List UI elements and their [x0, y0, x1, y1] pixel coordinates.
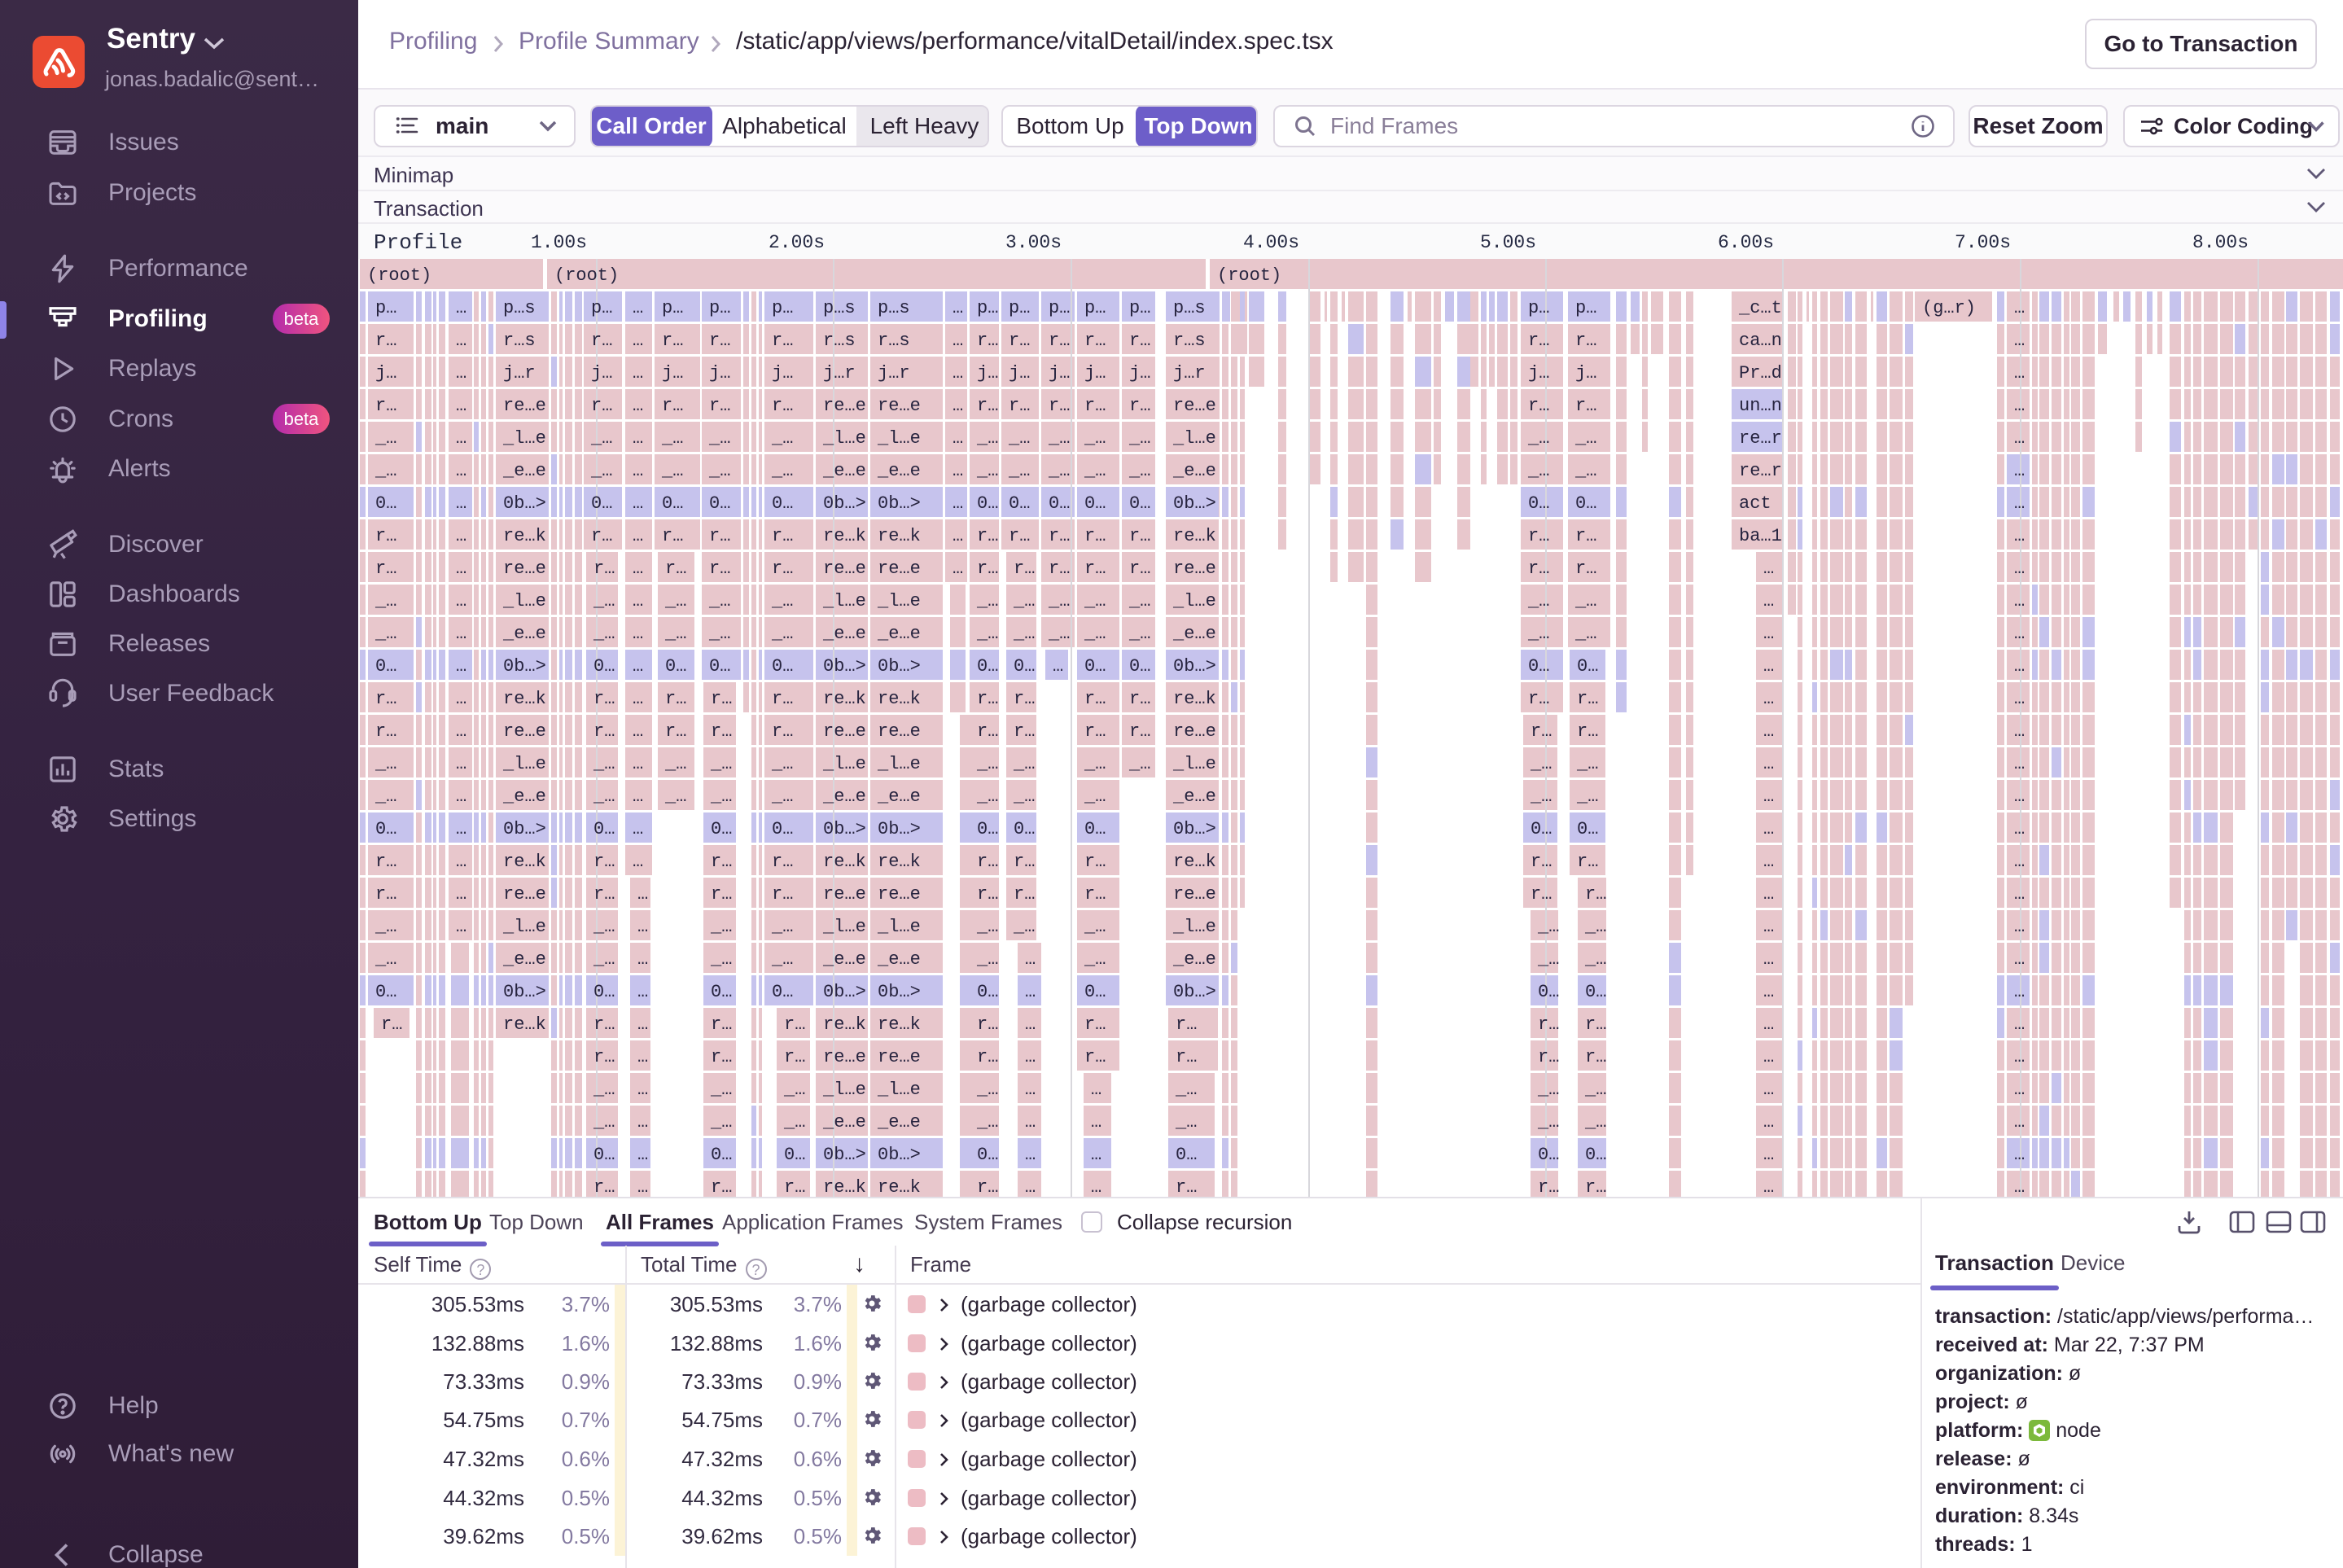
svg-text:(root): (root)	[367, 265, 431, 286]
svg-text:(root): (root)	[554, 265, 619, 286]
svg-text:_……_e…e_……_…_…_…_e…e_e…e_…_…_…: _…… _e…e _…… _… _… _… _e…e _e…e _… _… _… _… _… _e…e _……	[374, 624, 2025, 644]
svg-text:_……_l…e_……_…_…_…_l…e_l…e_…_…_…: _…… _l…e _…… _… _… _… _l…e _l…e _… _… _… _… _l…e _… _……	[374, 754, 2025, 774]
svg-text:r……re…er……r…r…re…ere…er…r…r…re: r…… re…e r…… r… r… re…e re…e r… r… r… re…e r… r………	[375, 884, 2025, 904]
svg-text:_……_e…e_……_…_…_…_e…e_e…e…_…_…_: _…… _e…e _…… _… _… _… _e…e _e…e… _… _… _… _… _… _e…e _…	[374, 461, 2025, 481]
svg-text:0……0b…>0……0…0…0…0b…>0b…>0…0……0: 0…… 0b…> 0…… 0… 0… 0… 0b…> 0b…> 0… 0…… 0… 0… 0b…> 0… 0…	[375, 656, 2025, 677]
svg-text:r……r…r…re…ere…er……r…r…r…r………: r…… r… r… re…e re…e r…… r… r… r… r………	[593, 1047, 2025, 1067]
svg-text:r……re…kr……r…r…r…re…kre…kr…r…r…: r…… re…k r…… r… r… r… re…k re…k r… r… r… r… re…k r… r……	[375, 689, 2025, 709]
svg-text:j……j…rj……j…j…j…j…rj…r…j…j…j…j…: j…… j…r j…… j… j… j… j…r j…r… j… j… j… j… j… j…r j… j… P…	[375, 363, 2025, 383]
svg-text:_……_l…e_……_…_…_…_l…e_l…e…_…_…_: _…… _l…e _…… _… _… _… _l…e _l…e… _… _… _… _… _… _l…e _…	[374, 428, 2025, 449]
svg-text:0…0b…>0……0…0…0b…>0b…>0……0…0b…>: 0… 0b…> 0…… 0… 0… 0b…> 0b…> 0…… 0… 0b…> 0… 0………	[375, 982, 2025, 1002]
svg-text:r……re…er……r…r…r…re…ere…er…r…r…: r…… re…e r…… r… r… r… re…e re…e r… r… r… r… re…e r… r……	[375, 721, 2025, 742]
svg-text:r……re…kr……r…r…re…kre…kr…r…r…re: r…… re…k r…… r… r… re…k re…k r… r… r… re…k r… r………	[375, 852, 2025, 872]
svg-text:0……0b…>0……0…0…0b…>0b…>0…0…0…0b: 0…… 0b…> 0…… 0… 0… 0b…> 0b…> 0… 0… 0… 0b…> 0… 0………	[375, 819, 2025, 839]
svg-text:_……_l…e_……_…_…_l…e_l…e_…_…_…_l: _…… _l…e _…… _… _… _l…e _l…e _… _… _… _l…e _… _………	[374, 917, 2025, 937]
svg-text:r…re…kr……r…r…re…kre…kr……r…r…r…: r… re…k r…… r… r… re…k re…k r…… r… r… r… r………	[381, 1014, 2025, 1035]
svg-text:(root): (root)	[1217, 265, 1281, 286]
svg-text:_……_e…e_……_…_…_…_e…e_e…e_…_…_…: _…… _e…e _…… _… _… _… _e…e _e…e _… _… _… _e…e _… _………	[374, 786, 2025, 807]
svg-text:p……p…sp……p…p…p…p…sp…s…p…p…p…p…: p…… p…s p…… p… p… p… p…s p…s… p… p… p… p… p… p…s p… p… _…	[375, 298, 2025, 318]
svg-text:r……re…er……r…r…r…re…ere…e…r…r…r: r…… re…e r…… r… r… r… re…e re…e… r… r… r… r… r… re…e r…	[375, 558, 2025, 579]
svg-text:0……0b…>0……0…0…0…0b…>0b…>…0…0…0: 0…… 0b…> 0…… 0… 0… 0… 0b…> 0b…>… 0… 0… 0… 0… 0… 0b…> 0…	[375, 493, 2025, 514]
svg-text:r……re…er……r…r…r…re…ere…e…r…r…r: r…… re…e r…… r… r… r… re…e re…e… r… r… r… r… r… re…e r…	[375, 396, 2025, 416]
svg-text:0……0…0…0b…>0b…>0………0…0…0………: 0…… 0… 0… 0b…> 0b…> 0……… 0… 0… 0………	[593, 1145, 2025, 1165]
svg-text:r……r…r…re…kre…kr………r…r…r………: r…… r… r… re…k re…k r……… r… r… r………	[593, 1177, 2025, 1198]
svg-text:_……_…_…_l…e_l…e_………_…_…_………: _…… _… _… _l…e _l…e _……… _… _… _………	[593, 1080, 2025, 1100]
svg-text:_…_e…e_……_…_…_e…e_e…e_……_…_e…e: _… _e…e _…… _… _… _e…e _e…e _…… _… _e…e _… _………	[374, 949, 2025, 970]
svg-text:r……r…sr……r…r…r…r…sr…s…r…r…r…r…: r…… r…s r…… r… r… r… r…s r…s… r… r… r… r… r… r…s r… r… c…	[375, 331, 2025, 351]
svg-text:_……_l…e_……_…_…_…_l…e_l…e_…_…_…: _…… _l…e _…… _… _… _… _l…e _l…e _… _… _… _… _… _l…e _……	[374, 591, 2025, 611]
svg-text:_……_…_…_e…e_e…e_………_…_…_………: _…… _… _… _e…e _e…e _……… _… _… _………	[593, 1112, 2025, 1132]
svg-text:r……re…kr……r…r…r…re…kre…k…r…r…r: r…… re…k r…… r… r… r… re…k re…k… r… r… r… r… r… re…k r…	[375, 526, 2025, 546]
